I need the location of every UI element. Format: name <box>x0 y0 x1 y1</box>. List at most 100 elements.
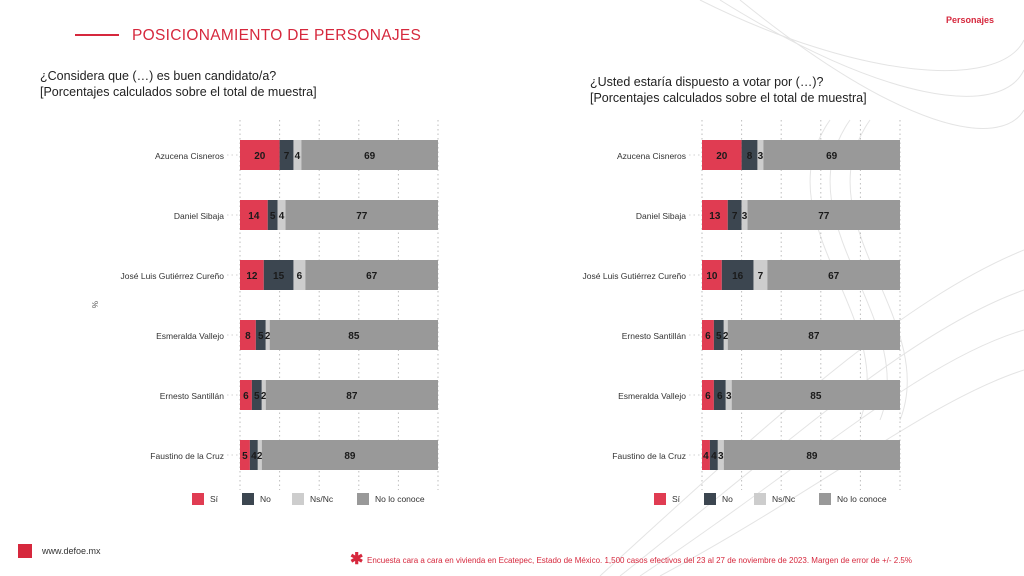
bar-segment-si-daniel-sibaja <box>240 200 268 230</box>
legend-swatch-no-lo-conoce <box>357 493 369 505</box>
category-label-faustino-de-la-cruz: Faustino de la Cruz <box>612 451 686 461</box>
data-label: 20 <box>254 151 266 162</box>
bar-segment-si-azucena-cisneros <box>240 140 280 170</box>
bar-segment-ns-nc-ernesto-santillan <box>261 380 266 410</box>
category-label-azucena-cisneros: Azucena Cisneros <box>155 151 224 161</box>
data-label: 4 <box>251 451 257 462</box>
bar-segment-no-lo-conoce-faustino-de-la-cruz <box>261 440 438 470</box>
bar-segment-no-lo-conoce-daniel-sibaja <box>747 200 900 230</box>
data-label: 5 <box>270 211 276 222</box>
data-label: 8 <box>747 151 753 162</box>
data-label: 4 <box>703 451 709 462</box>
legend-label-si: Sí <box>672 494 681 504</box>
category-label-azucena-cisneros: Azucena Cisneros <box>617 151 686 161</box>
bar-segment-si-daniel-sibaja <box>702 200 728 230</box>
category-label-esmeralda-vallejo: Esmeralda Vallejo <box>618 391 686 401</box>
data-label: 6 <box>705 391 711 402</box>
footnote-asterisk-icon: ✱ <box>350 551 364 568</box>
bar-segment-si-ernesto-santillan <box>702 320 714 350</box>
bar-segment-no-daniel-sibaja <box>727 200 742 230</box>
category-label-daniel-sibaja: Daniel Sibaja <box>636 211 686 221</box>
legend-label-no-lo-conoce: No lo conoce <box>837 494 887 504</box>
bar-segment-no-ernesto-santillan <box>713 320 724 350</box>
bar-segment-no-jose-luis-gutierrez-cureno <box>263 260 294 290</box>
bar-segment-no-daniel-sibaja <box>267 200 278 230</box>
bar-segment-ns-nc-faustino-de-la-cruz <box>717 440 724 470</box>
category-label-faustino-de-la-cruz: Faustino de la Cruz <box>150 451 224 461</box>
data-label: 77 <box>818 211 830 222</box>
bar-segment-no-lo-conoce-esmeralda-vallejo <box>269 320 438 350</box>
bar-segment-no-azucena-cisneros <box>741 140 758 170</box>
footer-url[interactable]: www.defoe.mx <box>42 546 101 556</box>
left-chart-question-line2: [Porcentajes calculados sobre el total d… <box>40 85 317 99</box>
data-label: 69 <box>826 151 838 162</box>
data-label: 67 <box>366 271 378 282</box>
data-label: 3 <box>742 211 748 222</box>
data-label: 2 <box>265 331 271 342</box>
footer-methodology-note: Encuesta cara a cara en vivienda en Ecat… <box>367 556 912 565</box>
category-label-ernesto-santillan: Ernesto Santillán <box>160 391 225 401</box>
data-label: 5 <box>254 391 260 402</box>
bar-segment-no-azucena-cisneros <box>279 140 294 170</box>
data-label: 16 <box>732 271 744 282</box>
category-label-daniel-sibaja: Daniel Sibaja <box>174 211 224 221</box>
bar-segment-no-lo-conoce-azucena-cisneros <box>763 140 900 170</box>
bar-segment-si-azucena-cisneros <box>702 140 742 170</box>
left-chart-question-line1: ¿Considera que (…) es buen candidato/a? <box>40 69 277 83</box>
category-label-jose-luis-gutierrez-cureno: José Luis Gutiérrez Cureño <box>121 271 225 281</box>
section-tag: Personajes <box>945 15 994 25</box>
bar-segment-no-faustino-de-la-cruz <box>249 440 258 470</box>
data-label: 4 <box>279 211 285 222</box>
bar-segment-no-lo-conoce-azucena-cisneros <box>301 140 438 170</box>
legend-label-no: No <box>260 494 271 504</box>
data-label: 10 <box>706 271 718 282</box>
legend-swatch-no-lo-conoce <box>819 493 831 505</box>
bar-segment-ns-nc-azucena-cisneros <box>293 140 302 170</box>
data-label: 89 <box>344 451 356 462</box>
left-chart-question: ¿Considera que (…) es buen candidato/a? … <box>40 68 317 100</box>
right-chart-question: ¿Usted estaría dispuesto a votar por (…)… <box>590 74 867 106</box>
data-label: 2 <box>261 391 267 402</box>
bar-segment-no-lo-conoce-jose-luis-gutierrez-cureno <box>305 260 438 290</box>
right-chart-question-line2: [Porcentajes calculados sobre el total d… <box>590 91 867 105</box>
bar-segment-no-lo-conoce-jose-luis-gutierrez-cureno <box>767 260 900 290</box>
bar-segment-si-faustino-de-la-cruz <box>702 440 710 470</box>
legend-swatch-si <box>192 493 204 505</box>
data-label: 5 <box>242 451 248 462</box>
data-label: 5 <box>716 331 722 342</box>
data-label: 69 <box>364 151 376 162</box>
data-label: 6 <box>297 271 303 282</box>
data-label: 7 <box>284 151 290 162</box>
page-title: POSICIONAMIENTO DE PERSONAJES <box>132 27 422 44</box>
data-label: 77 <box>356 211 368 222</box>
legend-label-no-lo-conoce: No lo conoce <box>375 494 425 504</box>
data-label: 8 <box>245 331 251 342</box>
bar-segment-si-jose-luis-gutierrez-cureno <box>240 260 264 290</box>
data-label: 67 <box>828 271 840 282</box>
data-label: 85 <box>810 391 822 402</box>
data-label: 6 <box>705 331 711 342</box>
bar-segment-ns-nc-azucena-cisneros <box>757 140 764 170</box>
data-label: 87 <box>346 391 358 402</box>
bar-segment-no-esmeralda-vallejo <box>713 380 726 410</box>
bar-segment-ns-nc-ernesto-santillan <box>723 320 728 350</box>
bar-segment-ns-nc-daniel-sibaja <box>277 200 286 230</box>
bar-segment-si-faustino-de-la-cruz <box>240 440 250 470</box>
data-label: 85 <box>348 331 360 342</box>
data-label: 3 <box>726 391 732 402</box>
data-label: 15 <box>273 271 285 282</box>
data-label: 6 <box>717 391 723 402</box>
bar-segment-no-esmeralda-vallejo <box>255 320 266 350</box>
bar-segment-no-ernesto-santillan <box>251 380 262 410</box>
legend-swatch-ns-nc <box>292 493 304 505</box>
bar-segment-no-lo-conoce-daniel-sibaja <box>285 200 438 230</box>
left-stacked-bar-chart: Azucena Cisneros 20 7 4 69 Daniel Sibaja 14 5 4 7… <box>0 115 470 515</box>
data-label: 13 <box>709 211 721 222</box>
right-stacked-bar-chart: Azucena Cisneros 20 8 3 69 Daniel Sibaja 13 7 3 7… <box>460 115 930 515</box>
legend-swatch-ns-nc <box>754 493 766 505</box>
category-label-ernesto-santillan: Ernesto Santillán <box>622 331 687 341</box>
data-label: 4 <box>711 451 717 462</box>
legend-label-ns-nc: Ns/Nc <box>772 494 796 504</box>
